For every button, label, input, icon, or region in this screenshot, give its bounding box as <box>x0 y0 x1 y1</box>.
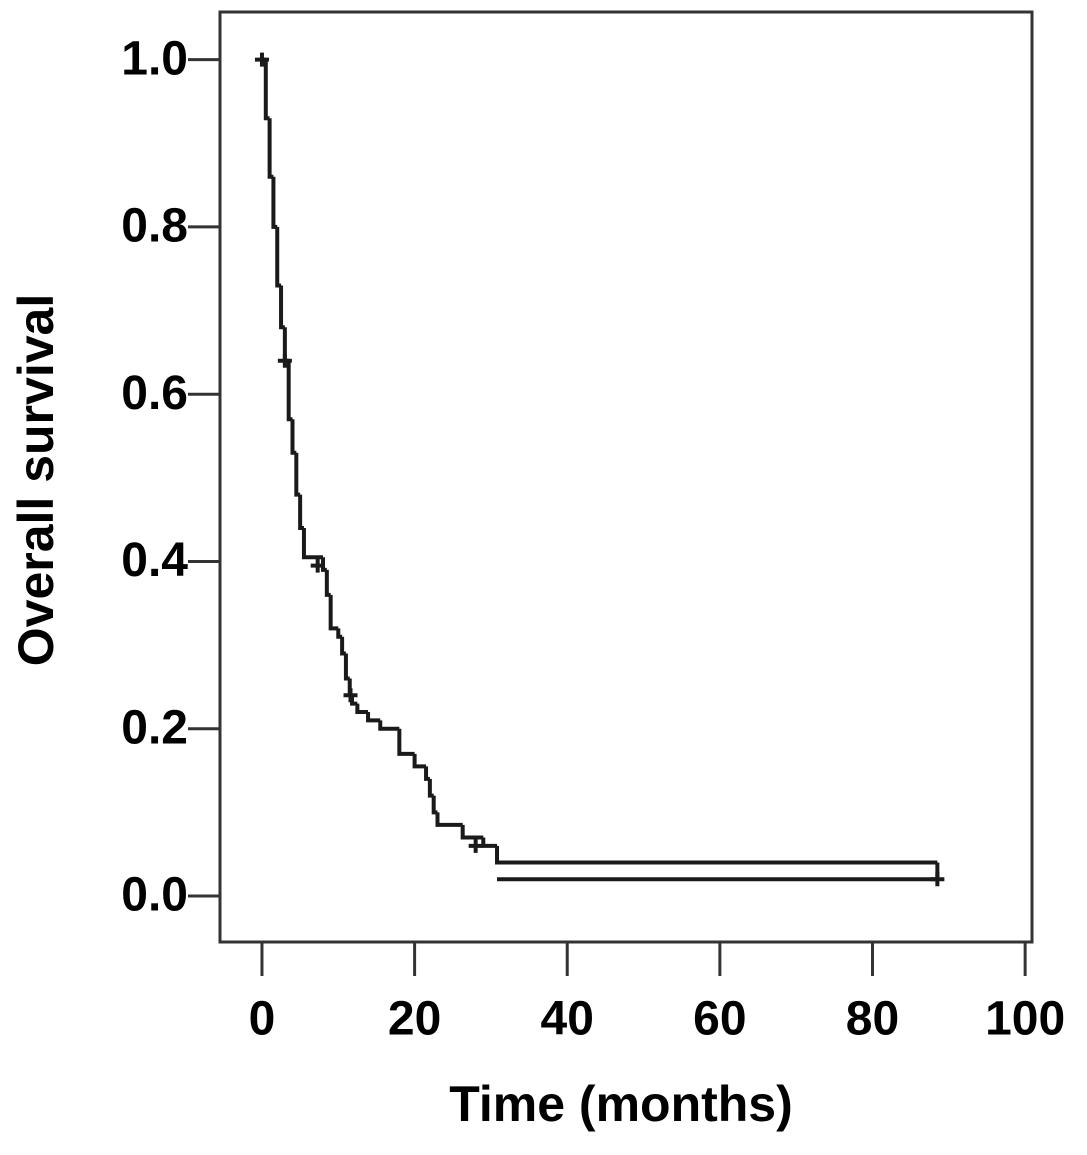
y-tick-label: 0.8 <box>121 200 188 253</box>
plot-frame <box>218 10 1034 944</box>
y-tick-label: 0.6 <box>121 367 188 420</box>
survival-step <box>435 812 463 827</box>
censor-mark <box>310 558 325 573</box>
survival-step <box>298 494 304 531</box>
survival-step <box>366 712 381 723</box>
x-tick-label: 80 <box>846 993 899 1046</box>
survival-step <box>321 557 327 572</box>
survival-step <box>301 528 324 560</box>
survival-step <box>378 720 400 731</box>
x-tick-label: 0 <box>249 993 276 1046</box>
survival-step <box>397 728 415 756</box>
survival-step <box>481 837 498 848</box>
survival-step <box>324 569 331 597</box>
censor-mark <box>277 353 292 368</box>
survival-step <box>267 118 274 179</box>
survival-step <box>431 795 438 815</box>
censor-mark <box>468 838 483 853</box>
survival-step <box>424 766 430 781</box>
survival-step <box>279 285 285 330</box>
survival-step <box>355 703 369 715</box>
censor-mark <box>930 872 945 887</box>
survival-step <box>427 778 434 798</box>
survival-step <box>340 636 346 656</box>
y-axis-title: Overall survival <box>8 294 64 666</box>
survival-step <box>460 824 484 840</box>
survival-step <box>495 845 938 865</box>
x-tick-label: 20 <box>388 993 441 1046</box>
survival-step <box>343 653 350 681</box>
x-tick-label: 100 <box>985 993 1065 1046</box>
survival-step <box>412 753 427 769</box>
survival-step <box>328 594 339 631</box>
censor-mark <box>254 52 269 67</box>
survival-step <box>294 452 301 497</box>
y-tick-label: 0.0 <box>121 869 188 922</box>
y-tick-label: 0.2 <box>121 701 188 754</box>
y-tick-label: 1.0 <box>121 32 188 85</box>
x-tick-label: 40 <box>541 993 594 1046</box>
censor-mark <box>343 688 358 703</box>
survival-step <box>336 628 343 639</box>
x-axis-title: Time (months) <box>449 1076 793 1132</box>
survival-step <box>290 419 297 455</box>
x-tick-label: 60 <box>693 993 746 1046</box>
survival-step <box>275 226 282 288</box>
y-tick-label: 0.4 <box>121 534 188 587</box>
survival-step <box>271 176 278 229</box>
survival-step <box>263 59 270 121</box>
survival-step <box>286 360 293 422</box>
